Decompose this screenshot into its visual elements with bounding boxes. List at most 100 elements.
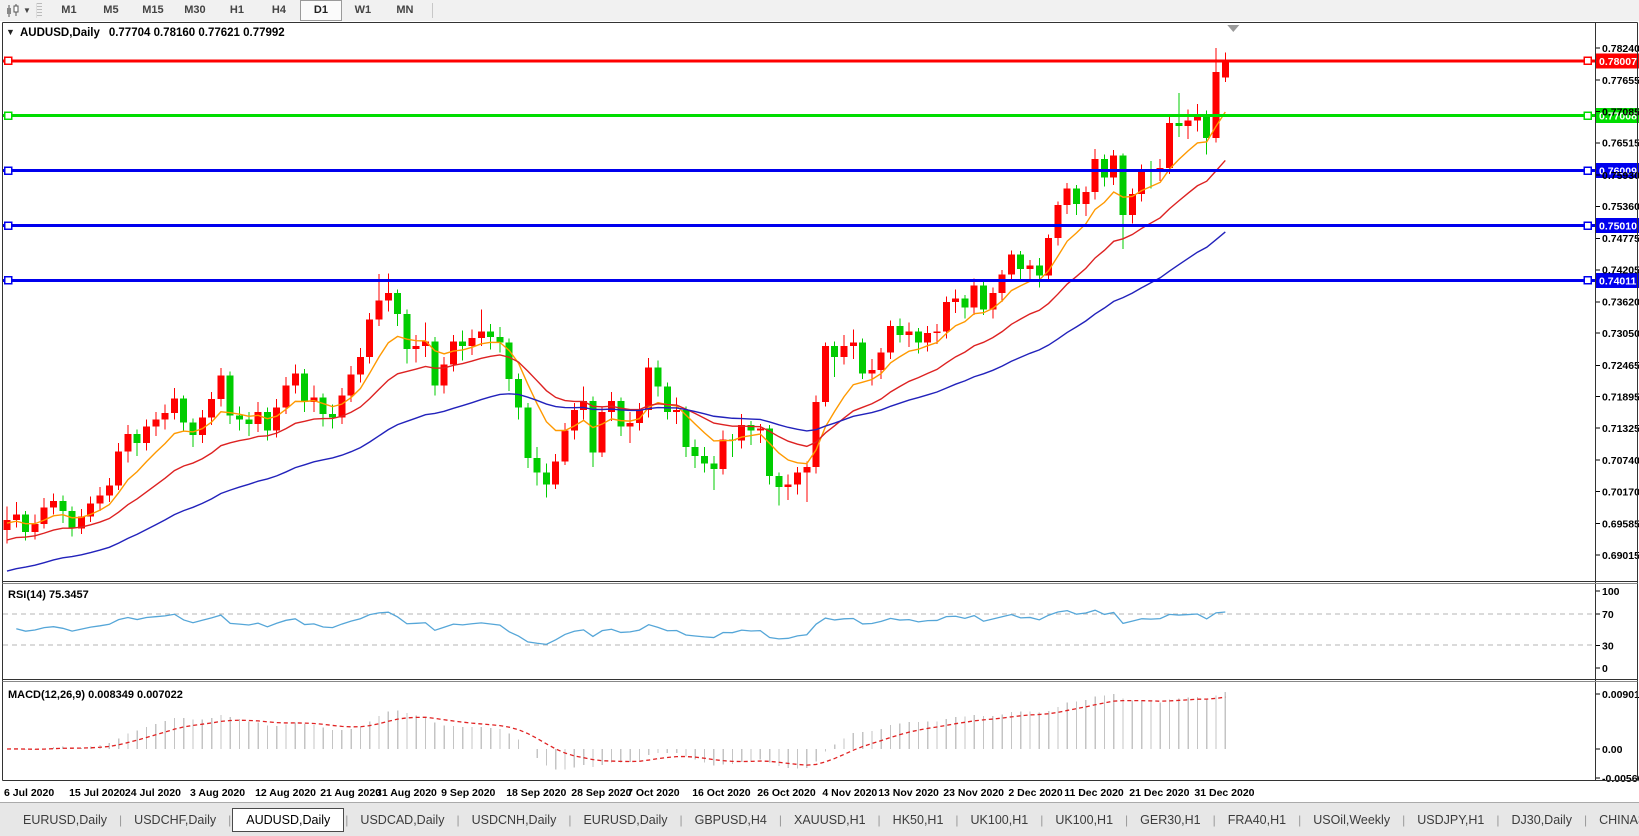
toolbar-grip[interactable] — [35, 3, 42, 18]
tab-usdcad-daily[interactable]: USDCAD,Daily — [360, 812, 445, 827]
tab-separator: | — [1125, 812, 1129, 827]
tab-separator: | — [1583, 812, 1588, 827]
svg-text:0.72465: 0.72465 — [1602, 360, 1639, 372]
svg-text:0.78007: 0.78007 — [1599, 56, 1637, 68]
hline-0.74011[interactable]: 0.74011 — [3, 272, 1639, 288]
svg-text:0.74011: 0.74011 — [1599, 275, 1637, 287]
tab-china300-h1[interactable]: CHINA300,H1 — [1599, 812, 1639, 827]
svg-text:7 Oct 2020: 7 Oct 2020 — [627, 787, 680, 799]
shift-marker-icon — [1227, 25, 1240, 32]
symbol-tab-bar: EURUSD,Daily | USDCHF,Daily | AUDUSD,Daily | U… — [0, 802, 1639, 836]
svg-text:0.009016: 0.009016 — [1602, 689, 1639, 701]
svg-text:0.70170: 0.70170 — [1602, 486, 1639, 498]
tab-separator: | — [1402, 812, 1406, 827]
chevron-down-icon[interactable]: ▼ — [23, 6, 31, 15]
tab-separator: | — [679, 812, 683, 827]
tab-audusd-daily[interactable]: AUDUSD,Daily — [232, 807, 345, 832]
svg-text:4 Nov 2020: 4 Nov 2020 — [822, 787, 877, 799]
svg-text:23 Nov 2020: 23 Nov 2020 — [943, 787, 1004, 799]
svg-text:3 Aug 2020: 3 Aug 2020 — [190, 787, 245, 799]
tab-hk50-h1[interactable]: HK50,H1 — [892, 812, 944, 827]
svg-text:31 Dec 2020: 31 Dec 2020 — [1194, 787, 1254, 799]
svg-text:11 Dec 2020: 11 Dec 2020 — [1064, 787, 1124, 799]
tab-gbpusd-h4[interactable]: GBPUSD,H4 — [694, 812, 767, 827]
chart-window[interactable]: 0.78007 0.77008 0.76009 0.75010 0.74011 ▼ AUDU… — [0, 21, 1639, 802]
tab-uk100-h1[interactable]: UK100,H1 — [970, 812, 1029, 827]
tab-separator: | — [1212, 812, 1216, 827]
macd-label: MACD(12,26,9) 0.008349 0.007022 — [8, 689, 183, 701]
tab-separator: | — [568, 812, 572, 827]
tab-dj30-daily[interactable]: DJ30,Daily — [1511, 812, 1572, 827]
svg-text:21 Aug 2020: 21 Aug 2020 — [320, 787, 381, 799]
svg-text:2 Dec 2020: 2 Dec 2020 — [1008, 787, 1062, 799]
svg-text:0.75930: 0.75930 — [1602, 170, 1639, 182]
svg-text:12 Aug 2020: 12 Aug 2020 — [255, 787, 316, 799]
svg-text:30: 30 — [1602, 640, 1614, 652]
svg-text:0.75360: 0.75360 — [1602, 201, 1639, 213]
tab-fra40-h1[interactable]: FRA40,H1 — [1227, 812, 1287, 827]
svg-text:0.69585: 0.69585 — [1602, 518, 1639, 530]
svg-text:0.71895: 0.71895 — [1602, 392, 1639, 404]
svg-text:16 Oct 2020: 16 Oct 2020 — [692, 787, 751, 799]
panel-borders — [2, 22, 1638, 781]
price-axis[interactable]: 0.78240 0.77655 0.77085 0.76515 0.75930 0.753… — [1595, 43, 1639, 562]
timeframe-button-m15[interactable]: M15 — [142, 4, 164, 16]
svg-text:0.77008: 0.77008 — [1599, 111, 1637, 123]
svg-text:0.73620: 0.73620 — [1602, 297, 1639, 309]
candlestick-chart-icon[interactable] — [3, 2, 23, 19]
tab-usdchf-daily[interactable]: USDCHF,Daily — [134, 812, 217, 827]
collapse-icon: ▼ — [6, 27, 15, 37]
toolbar-separator — [431, 3, 433, 18]
tab-separator: | — [456, 812, 460, 827]
svg-text:0.75010: 0.75010 — [1599, 221, 1637, 233]
date-axis[interactable]: 6 Jul 2020 15 Jul 2020 24 Jul 2020 3 Aug 20… — [4, 787, 1255, 799]
tab-uk100-h1[interactable]: UK100,H1 — [1055, 812, 1114, 827]
candlesticks — [3, 48, 1229, 544]
timeframe-button-w1[interactable]: W1 — [354, 4, 372, 16]
hline-0.75010[interactable]: 0.75010 — [3, 218, 1639, 234]
svg-text:0.70740: 0.70740 — [1602, 455, 1639, 467]
svg-text:9 Sep 2020: 9 Sep 2020 — [441, 787, 495, 799]
hline-0.77008[interactable]: 0.77008 — [3, 108, 1639, 124]
timeframe-button-mn[interactable]: MN — [396, 4, 414, 16]
hline-0.78007[interactable]: 0.78007 — [3, 53, 1639, 69]
timeframe-button-m5[interactable]: M5 — [103, 4, 119, 16]
tab-separator: | — [955, 812, 959, 827]
rsi-line — [16, 609, 1226, 646]
svg-text:18 Sep 2020: 18 Sep 2020 — [506, 787, 566, 799]
svg-text:21 Dec 2020: 21 Dec 2020 — [1129, 787, 1189, 799]
timeframe-button-d1[interactable]: D1 — [299, 0, 342, 21]
svg-text:0.73050: 0.73050 — [1602, 328, 1639, 340]
svg-text:0.74205: 0.74205 — [1602, 265, 1639, 277]
svg-text:70: 70 — [1602, 609, 1614, 621]
timeframe-button-h4[interactable]: H4 — [271, 4, 286, 16]
tab-usdjpy-h1[interactable]: USDJPY,H1 — [1417, 812, 1485, 827]
tab-ger30-h1[interactable]: GER30,H1 — [1140, 812, 1201, 827]
tab-eurusd-daily[interactable]: EURUSD,Daily — [23, 812, 108, 827]
svg-text:AUDUSD,Daily 0.77704 0.78160: AUDUSD,Daily 0.77704 0.78160 0.77621 0.7… — [20, 27, 285, 39]
svg-text:15 Jul 2020: 15 Jul 2020 — [69, 787, 125, 799]
svg-text:0.74775: 0.74775 — [1602, 233, 1639, 245]
tab-usoil-weekly[interactable]: USOil,Weekly — [1313, 812, 1391, 827]
tab-separator: | — [119, 812, 123, 827]
svg-text:0.00: 0.00 — [1602, 744, 1623, 756]
svg-text:0.78240: 0.78240 — [1602, 43, 1639, 55]
timeframe-button-m30[interactable]: M30 — [184, 4, 206, 16]
tab-separator: | — [778, 812, 782, 827]
tab-separator: | — [877, 812, 881, 827]
svg-text:100: 100 — [1602, 586, 1620, 598]
ma-mid-line — [6, 159, 1226, 541]
rsi-panel: RSI(14) 75.3457 100 70 30 0 — [3, 586, 1620, 675]
svg-text:0.69015: 0.69015 — [1602, 550, 1639, 562]
hline-0.76009[interactable]: 0.76009 — [3, 163, 1639, 179]
svg-text:0.71325: 0.71325 — [1602, 423, 1639, 435]
tab-usdcnh-daily[interactable]: USDCNH,Daily — [471, 812, 557, 827]
svg-text:0.77655: 0.77655 — [1602, 75, 1639, 87]
tab-eurusd-daily[interactable]: EURUSD,Daily — [583, 812, 668, 827]
svg-text:0.76009: 0.76009 — [1599, 166, 1637, 178]
timeframe-button-m1[interactable]: M1 — [61, 4, 77, 16]
timeframe-button-h1[interactable]: H1 — [229, 4, 244, 16]
tab-xauusd-h1[interactable]: XAUUSD,H1 — [794, 812, 866, 827]
svg-text:31 Aug 2020: 31 Aug 2020 — [376, 787, 437, 799]
